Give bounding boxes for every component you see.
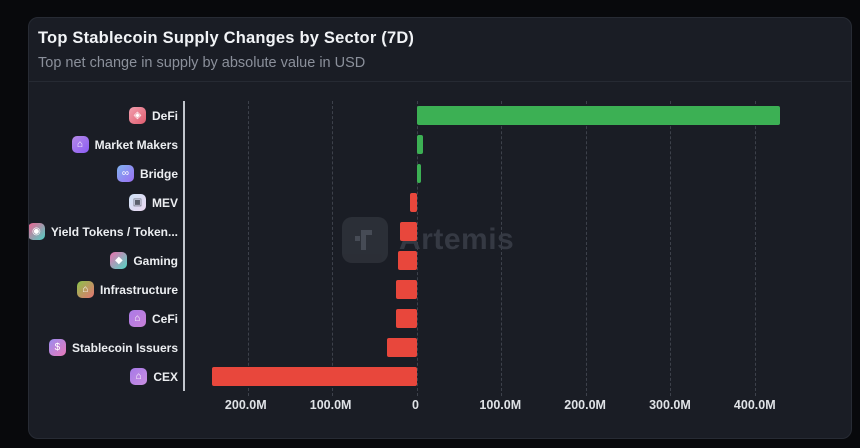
category-label: CEX [153, 369, 178, 384]
gridline [755, 101, 757, 396]
x-tick-label: 300.0M [649, 398, 691, 412]
x-tick-label: 200.0M [224, 398, 267, 412]
bridge-icon: ∞ [116, 165, 134, 182]
category-label: Market Makers [94, 137, 178, 152]
category-row: ⌂ Infrastructure [31, 275, 183, 304]
category-label: DeFi [151, 108, 178, 123]
bar-mev[interactable] [409, 193, 417, 212]
bar-market-makers[interactable] [416, 135, 423, 154]
cex-icon: ⌂ [130, 368, 148, 385]
x-tick-label: 200.0M [564, 398, 606, 412]
gaming-icon: ◆ [110, 252, 128, 269]
category-row: $ Stablecoin Issuers [31, 333, 183, 362]
cefi-icon: ⌂ [128, 310, 146, 327]
category-label: Yield Tokens / Token... [50, 224, 178, 239]
category-row: ⌂ Market Makers [31, 130, 183, 159]
bar-gaming[interactable] [398, 251, 417, 270]
bar-defi[interactable] [416, 106, 781, 125]
category-label: Infrastructure [99, 282, 178, 297]
category-label: MEV [151, 195, 178, 210]
chart-title: Top Stablecoin Supply Changes by Sector … [38, 29, 415, 47]
infrastructure-icon: ⌂ [76, 281, 94, 298]
bar-stablecoin-issuers[interactable] [387, 338, 417, 357]
category-label: CeFi [151, 311, 178, 326]
gridline [585, 101, 587, 396]
x-axis: 200.0M 100.0M 0 100.0M 200.0M 300.0M 400.0M [183, 398, 843, 422]
bar-cex[interactable] [212, 367, 417, 386]
stablecoin-issuers-icon: $ [48, 339, 66, 356]
chart-card: Top Stablecoin Supply Changes by Sector … [28, 17, 852, 439]
chart-header: Top Stablecoin Supply Changes by Sector … [29, 18, 851, 82]
x-tick-label: 100.0M [479, 398, 522, 412]
x-tick-label: 100.0M [309, 398, 352, 412]
category-row: ⌂ CEX [31, 362, 183, 391]
artemis-watermark: Artemis [342, 217, 514, 263]
x-tick-label: 0 [411, 398, 419, 412]
gridline [247, 101, 249, 396]
category-row: ◆ Gaming [31, 246, 183, 275]
zero-gridline [416, 101, 418, 396]
category-label: Stablecoin Issuers [71, 340, 178, 355]
category-label: Gaming [133, 253, 178, 268]
artemis-watermark-text: Artemis [399, 223, 515, 256]
yield-tokens-icon: ◉ [29, 223, 45, 240]
plot-wrap: Artemis 200.0M 100.0M 0 100.0M 200.0M 300.0M 4… [183, 101, 843, 422]
category-axis: ◈ DeFi ⌂ Market Makers ∞ Bridge ▣ MEV ◉ Yield Tok… [29, 101, 183, 422]
bar-cefi[interactable] [395, 309, 417, 328]
defi-icon: ◈ [128, 107, 146, 124]
mev-icon: ▣ [128, 194, 146, 211]
x-tick-label: 400.0M [733, 398, 776, 412]
category-row: ∞ Bridge [31, 159, 183, 188]
gridline [670, 101, 672, 396]
chart-subtitle: Top net change in supply by absolute val… [38, 55, 366, 71]
gridline [501, 101, 503, 396]
market-makers-icon: ⌂ [71, 136, 89, 153]
chart-body: ◈ DeFi ⌂ Market Makers ∞ Bridge ▣ MEV ◉ Yield Tok… [29, 82, 851, 422]
category-label: Bridge [139, 166, 178, 181]
bar-bridge[interactable] [416, 164, 421, 183]
artemis-logo-icon [342, 217, 388, 263]
category-row: ▣ MEV [31, 188, 183, 217]
bar-infrastructure[interactable] [396, 280, 417, 299]
plot-area: Artemis [183, 101, 843, 396]
category-row: ◈ DeFi [31, 101, 183, 130]
category-row: ⌂ CeFi [31, 304, 183, 333]
category-row: ◉ Yield Tokens / Token... [29, 217, 183, 246]
gridline [332, 101, 334, 396]
bar-yield-tokens-token[interactable] [399, 222, 417, 241]
